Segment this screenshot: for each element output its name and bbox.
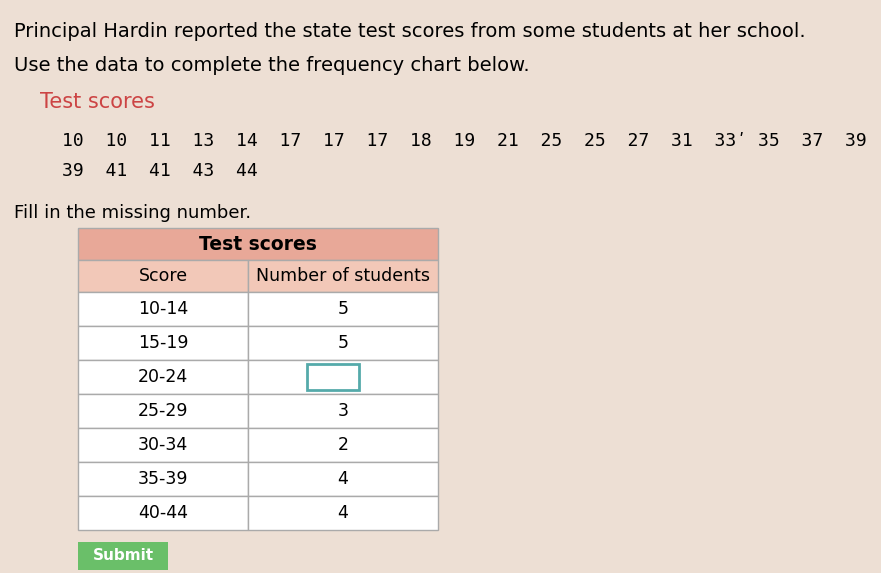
Text: Use the data to complete the frequency chart below.: Use the data to complete the frequency c… — [14, 56, 529, 75]
Text: 30-34: 30-34 — [137, 436, 189, 454]
Text: 3: 3 — [337, 402, 349, 420]
Bar — [78, 360, 248, 394]
Text: 40-44: 40-44 — [138, 504, 188, 522]
Text: 4: 4 — [337, 470, 349, 488]
Text: 2: 2 — [337, 436, 349, 454]
Bar — [248, 292, 438, 326]
Bar — [307, 364, 359, 390]
Bar — [78, 228, 438, 260]
Bar — [78, 326, 248, 360]
Bar — [78, 292, 248, 326]
Text: 20-24: 20-24 — [137, 368, 189, 386]
Text: Principal Hardin reported the state test scores from some students at her school: Principal Hardin reported the state test… — [14, 22, 805, 41]
Text: 5: 5 — [337, 334, 349, 352]
Text: 25-29: 25-29 — [137, 402, 189, 420]
Bar — [78, 496, 248, 530]
Text: 39  41  41  43  44: 39 41 41 43 44 — [62, 162, 258, 180]
Bar — [78, 542, 168, 570]
Text: 15-19: 15-19 — [137, 334, 189, 352]
Bar — [248, 260, 438, 292]
Text: 35-39: 35-39 — [137, 470, 189, 488]
Text: Score: Score — [138, 267, 188, 285]
Bar — [248, 326, 438, 360]
Text: Number of students: Number of students — [256, 267, 430, 285]
Bar — [248, 496, 438, 530]
Text: 5: 5 — [337, 300, 349, 318]
Bar — [248, 462, 438, 496]
Text: 10-14: 10-14 — [137, 300, 189, 318]
Text: Test scores: Test scores — [199, 234, 317, 253]
Text: Submit: Submit — [93, 548, 153, 563]
Text: Test scores: Test scores — [40, 92, 155, 112]
Text: 10  10  11  13  14  17  17  17  18  19  21  25  25  27  31  33ʹ 35  37  39: 10 10 11 13 14 17 17 17 18 19 21 25 25 2… — [62, 132, 867, 150]
Text: 4: 4 — [337, 504, 349, 522]
Bar — [78, 462, 248, 496]
Bar — [248, 360, 438, 394]
Bar — [248, 394, 438, 428]
Bar — [78, 394, 248, 428]
Bar — [78, 428, 248, 462]
Bar — [78, 260, 248, 292]
Bar — [248, 428, 438, 462]
Text: Fill in the missing number.: Fill in the missing number. — [14, 204, 251, 222]
